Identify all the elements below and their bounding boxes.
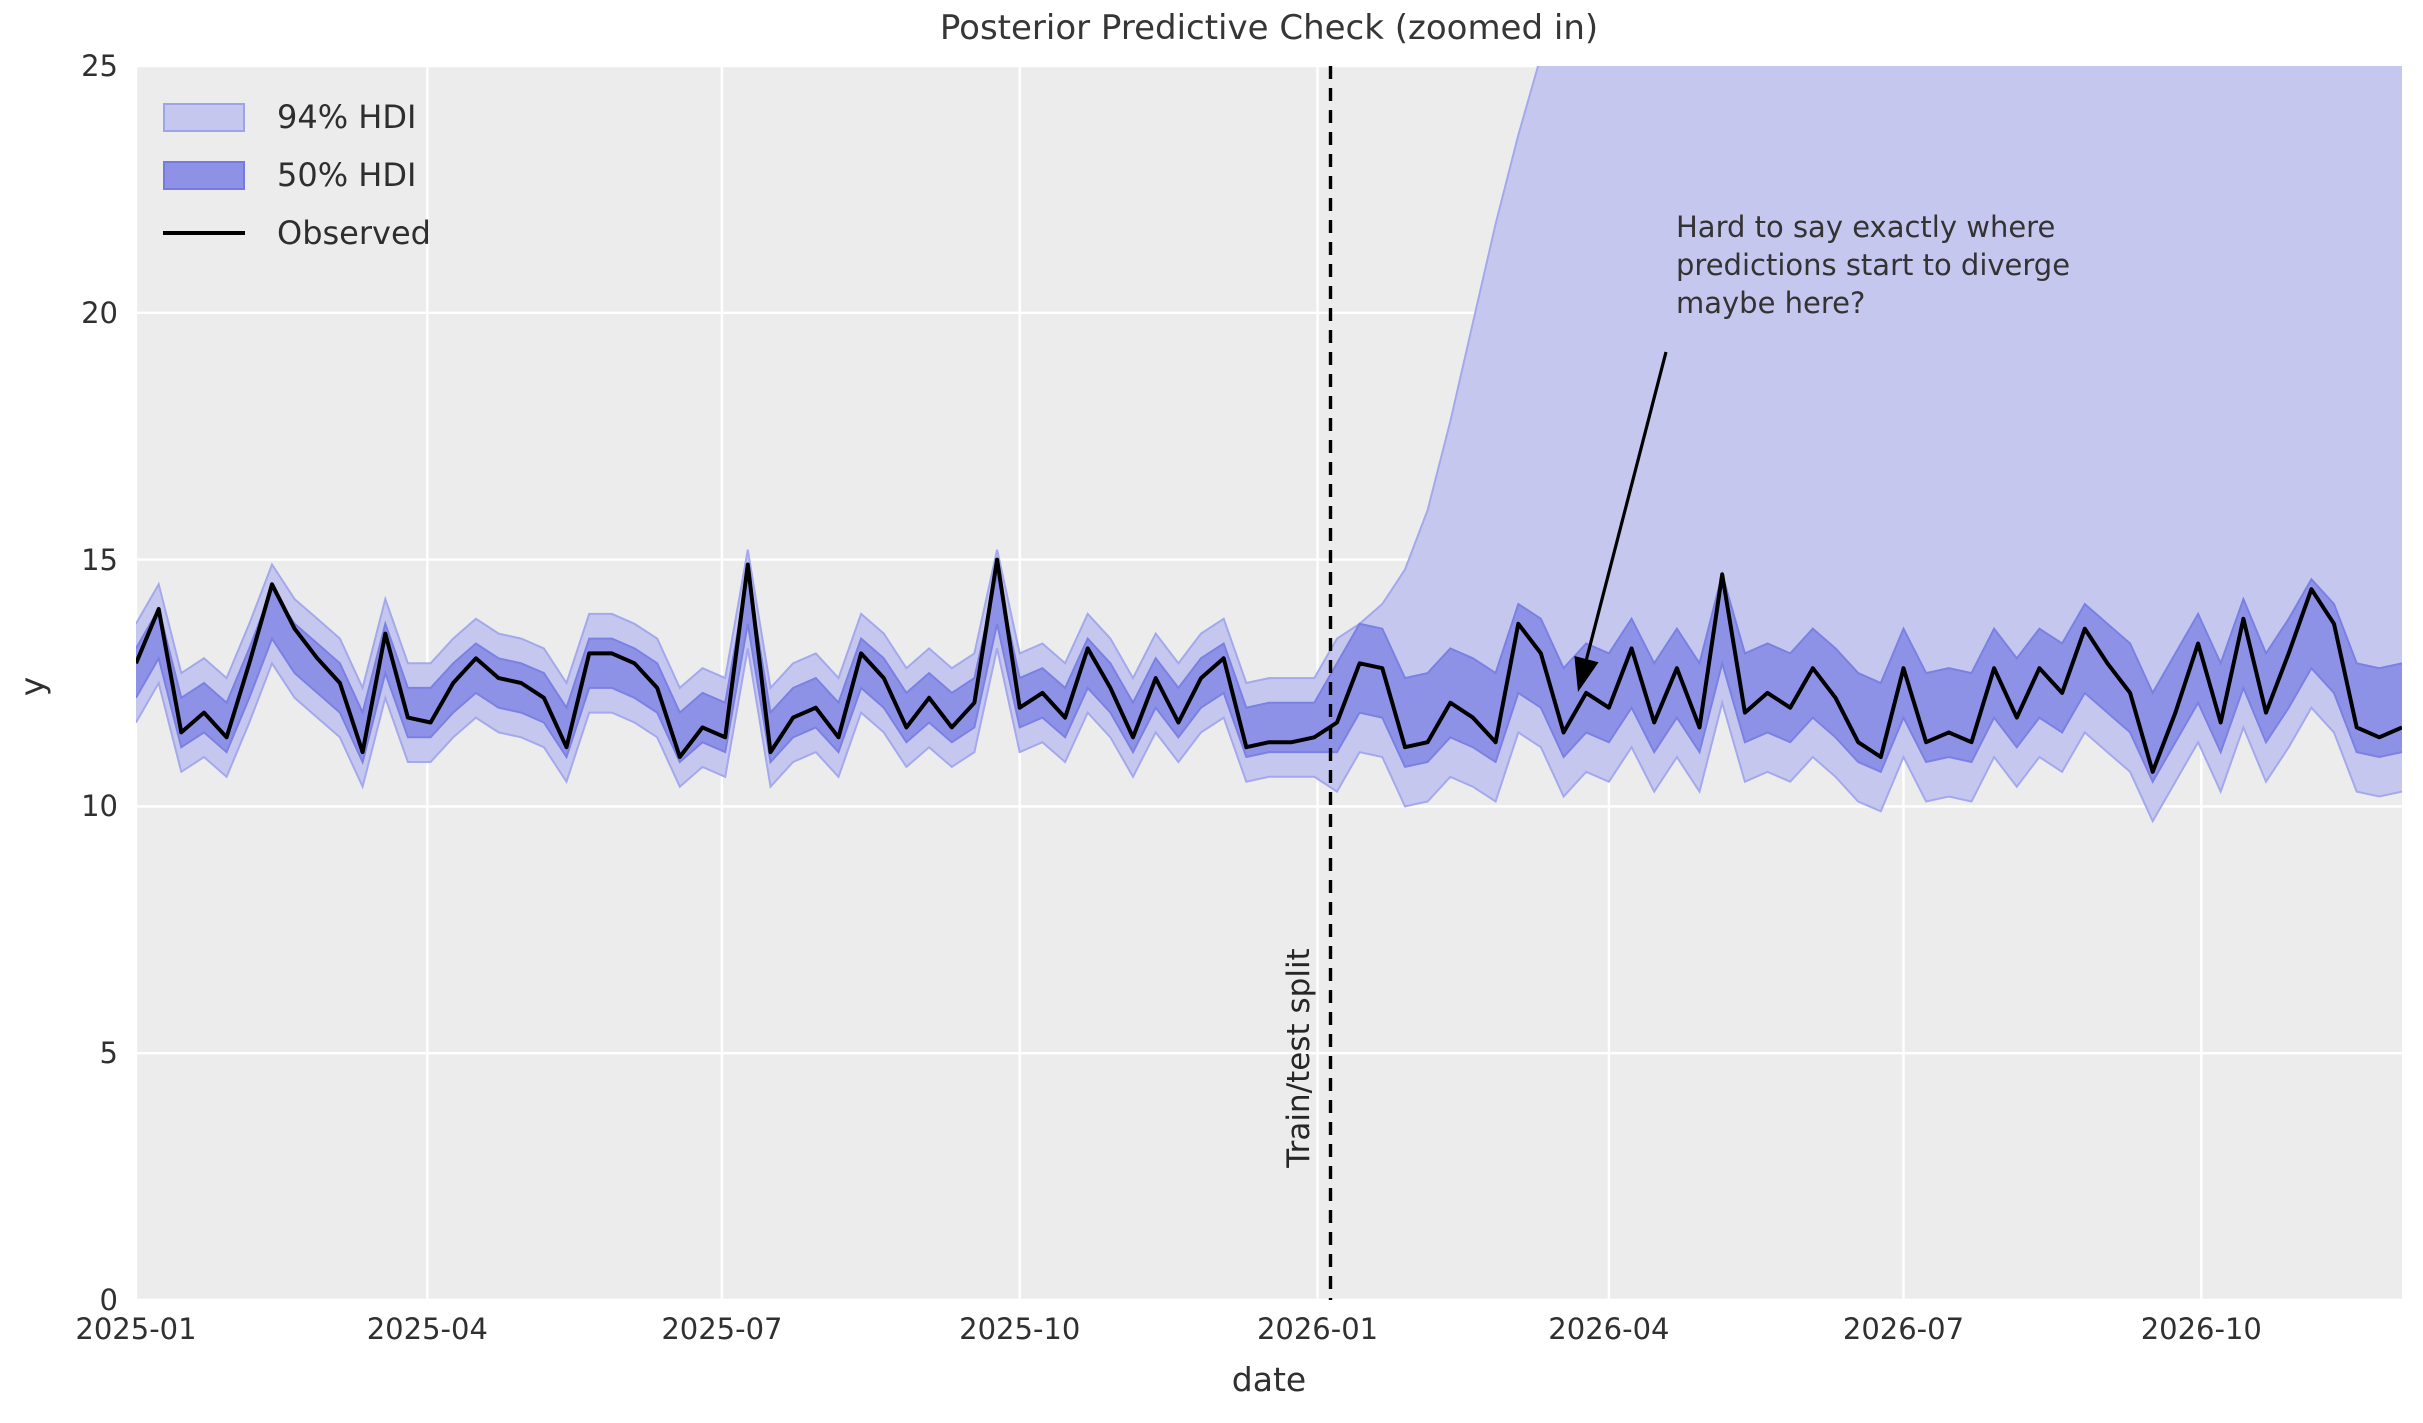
hdi94-band bbox=[136, 66, 2402, 822]
y-tick-label: 20 bbox=[81, 295, 118, 330]
x-tick-label: 2026-10 bbox=[2140, 1312, 2262, 1346]
y-tick-label: 5 bbox=[99, 1036, 118, 1071]
legend-label-50-hdi: 50% HDI bbox=[277, 156, 417, 194]
legend-item-observed: Observed bbox=[163, 214, 431, 252]
observed-line bbox=[136, 557, 2402, 774]
y-tick-label: 25 bbox=[81, 49, 118, 83]
x-axis-label: date bbox=[1231, 1360, 1307, 1399]
x-tick-label: 2025-10 bbox=[959, 1312, 1081, 1346]
hdi50-upper-edge bbox=[136, 570, 2402, 716]
annotation-line-2: predictions start to diverge bbox=[1676, 248, 2071, 282]
y-tick-label: 0 bbox=[99, 1283, 118, 1317]
train-test-split-label: Train/test split bbox=[1281, 948, 1317, 1168]
annotation-line-3: maybe here? bbox=[1676, 286, 1866, 320]
observed-line-swatch-icon bbox=[163, 231, 245, 235]
x-tick-label: 2026-07 bbox=[1842, 1312, 1965, 1346]
hdi94-lower-edge bbox=[136, 648, 2402, 824]
hdi50-lower-edge bbox=[136, 623, 2402, 784]
x-tick-label: 2026-04 bbox=[1548, 1312, 1670, 1346]
annotation-text: Hard to say exactly where predictions st… bbox=[1676, 208, 2070, 322]
chart-title: Posterior Predictive Check (zoomed in) bbox=[939, 8, 1599, 48]
annotation-line-1: Hard to say exactly where bbox=[1676, 210, 2056, 244]
legend-item-50-hdi: 50% HDI bbox=[163, 156, 431, 194]
legend: 94% HDI 50% HDI Observed bbox=[163, 98, 431, 252]
hdi50-swatch-icon bbox=[163, 160, 245, 190]
x-tick-label: 2026-01 bbox=[1256, 1312, 1379, 1346]
y-tick-label: 15 bbox=[81, 542, 118, 577]
y-axis-label: y bbox=[12, 676, 52, 697]
x-tick-label: 2025-07 bbox=[661, 1312, 783, 1346]
y-tick-label: 10 bbox=[81, 789, 118, 824]
legend-label-94-hdi: 94% HDI bbox=[277, 98, 417, 136]
legend-item-94-hdi: 94% HDI bbox=[163, 98, 431, 136]
hdi94-swatch-icon bbox=[163, 102, 245, 132]
legend-label-observed: Observed bbox=[277, 214, 431, 252]
x-tick-label: 2025-04 bbox=[366, 1312, 488, 1346]
x-tick-label: 2025-01 bbox=[75, 1312, 197, 1346]
annotation-arrow-head-icon bbox=[1574, 656, 1599, 692]
hdi94-upper-edge bbox=[136, 66, 1540, 691]
annotation-arrow-line bbox=[1584, 351, 1668, 660]
